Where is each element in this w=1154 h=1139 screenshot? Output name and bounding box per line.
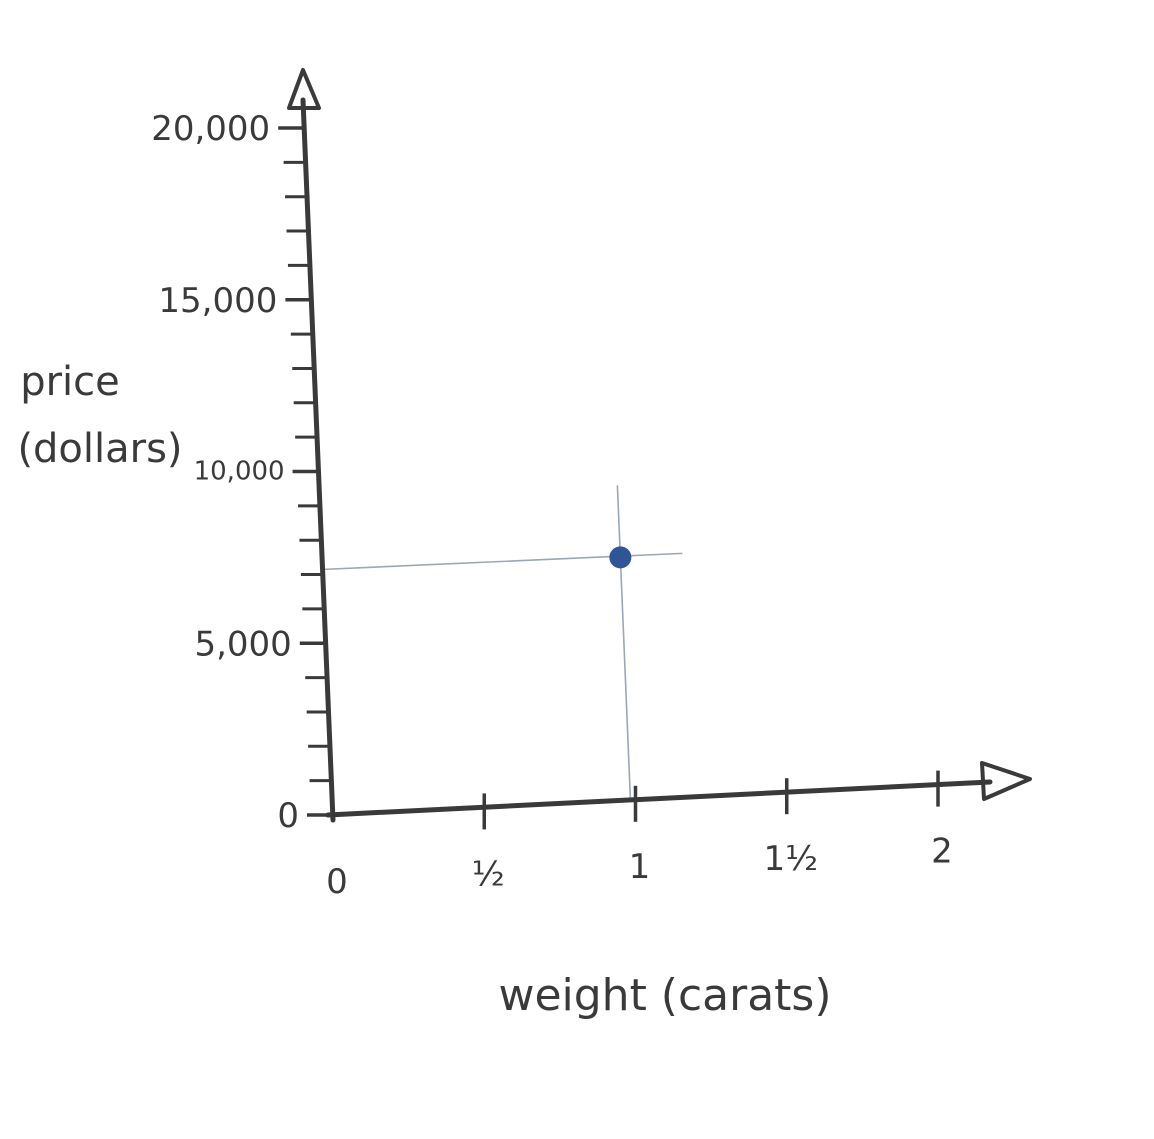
data-point: [609, 546, 632, 569]
data-points: [609, 546, 632, 569]
axis-titles: weight (carats) price (dollars): [17, 359, 831, 1021]
y-tick-label: 10,000: [194, 457, 285, 487]
x-axis-title: weight (carats): [498, 970, 831, 1021]
x-tick-label: 1½: [763, 839, 818, 879]
guide-lines: [324, 485, 683, 799]
x-axis-arrowhead: [980, 761, 1032, 801]
y-tick-label: 20,000: [151, 109, 270, 149]
y-tick-label: 5,000: [194, 624, 291, 664]
y-axis-arrowhead: [287, 68, 321, 110]
y-axis-line: [300, 97, 336, 823]
x-axis-line: [325, 779, 993, 818]
x-tick-label: 1: [629, 847, 651, 887]
y-tick-label: 15,000: [158, 281, 277, 321]
y-tick-label: 0: [277, 796, 299, 836]
x-tick-label: 0: [326, 862, 348, 902]
x-axis: 0 ½ 1 1½ 2: [325, 761, 1032, 902]
x-tick-label: 2: [931, 832, 953, 872]
y-axis-title-line-2: (dollars): [17, 426, 182, 472]
y-axis-title-line-1: price: [20, 359, 120, 405]
vertical-guide-line: [616, 485, 632, 799]
y-axis: 0 5,000 10,000 15,000 20,000: [151, 68, 336, 836]
x-tick-label: ½: [472, 854, 505, 894]
